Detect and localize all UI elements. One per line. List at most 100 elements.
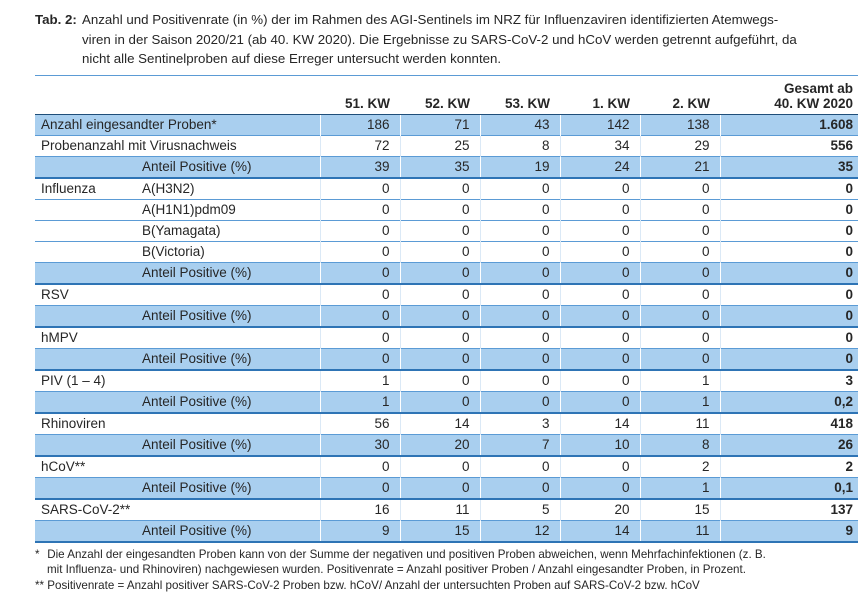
total-value-cell: 0 bbox=[719, 305, 858, 327]
col-header-kw51: 51. KW bbox=[320, 75, 400, 115]
value-cell: 0 bbox=[639, 348, 720, 370]
value-cell: 0 bbox=[319, 177, 400, 199]
row-label-cell bbox=[35, 156, 140, 178]
table-row: B(Yamagata) 0 0 0 0 0 0 bbox=[35, 220, 858, 241]
table-row: Anteil Positive (%) 1 0 0 0 1 0,2 bbox=[35, 391, 858, 413]
total-value-cell: 0 bbox=[719, 177, 858, 199]
row-label-cell bbox=[35, 434, 140, 456]
footnote-text: Positivenrate = Anzahl positiver SARS-Co… bbox=[47, 578, 700, 592]
value-cell: 0 bbox=[559, 283, 640, 305]
value-cell: 0 bbox=[559, 477, 640, 499]
value-cell: 0 bbox=[319, 283, 400, 305]
row-label-cell: hMPV bbox=[41, 329, 78, 345]
row-sublabel-cell: B(Victoria) bbox=[142, 243, 205, 259]
row-sublabel-cell: Anteil Positive (%) bbox=[142, 264, 252, 280]
row-label-cell: hCoV** bbox=[41, 458, 86, 474]
row-label-cell bbox=[35, 199, 140, 220]
value-cell: 72 bbox=[319, 135, 400, 156]
col-header-gesamt-line1: Gesamt ab bbox=[783, 80, 853, 96]
value-cell: 0 bbox=[399, 199, 480, 220]
value-cell: 14 bbox=[559, 412, 640, 434]
sentinel-virus-table: 51. KW 52. KW 53. KW 1. KW 2. KW Gesamt … bbox=[35, 74, 858, 543]
row-label-cell bbox=[35, 520, 140, 542]
value-cell: 0 bbox=[479, 326, 560, 348]
table-row: B(Victoria) 0 0 0 0 0 0 bbox=[35, 241, 858, 262]
total-value-cell: 35 bbox=[719, 156, 858, 178]
value-cell: 0 bbox=[479, 177, 560, 199]
row-label-cell: Rhinoviren bbox=[41, 415, 106, 431]
total-value-cell: 556 bbox=[719, 135, 858, 156]
value-cell: 8 bbox=[479, 135, 560, 156]
value-cell: 19 bbox=[479, 156, 560, 178]
value-cell: 0 bbox=[479, 220, 560, 241]
value-cell: 0 bbox=[559, 305, 640, 327]
value-cell: 0 bbox=[319, 348, 400, 370]
value-cell: 0 bbox=[639, 305, 720, 327]
row-sublabel-cell: B(Yamagata) bbox=[142, 222, 221, 238]
value-cell: 14 bbox=[559, 520, 640, 542]
total-value-cell: 0 bbox=[719, 348, 858, 370]
row-label-cell bbox=[35, 305, 140, 327]
value-cell: 0 bbox=[479, 455, 560, 477]
value-cell: 0 bbox=[319, 241, 400, 262]
row-label-cell: Probenanzahl mit Virusnachweis bbox=[41, 137, 237, 153]
total-value-cell: 0,2 bbox=[719, 391, 858, 413]
total-value-cell: 3 bbox=[719, 369, 858, 391]
value-cell: 0 bbox=[479, 391, 560, 413]
value-cell: 0 bbox=[559, 348, 640, 370]
value-cell: 1 bbox=[319, 391, 400, 413]
value-cell: 0 bbox=[639, 241, 720, 262]
value-cell: 0 bbox=[639, 283, 720, 305]
table-row: Rhinoviren 56 14 3 14 11 418 bbox=[35, 412, 858, 434]
value-cell: 0 bbox=[559, 455, 640, 477]
value-cell: 11 bbox=[639, 520, 720, 542]
table-row: Anteil Positive (%) 0 0 0 0 0 0 bbox=[35, 305, 858, 327]
value-cell: 20 bbox=[399, 434, 480, 456]
row-label-cell bbox=[35, 348, 140, 370]
caption-line: nicht alle Sentinelproben auf diese Erre… bbox=[82, 51, 502, 66]
value-cell: 186 bbox=[319, 114, 400, 135]
value-cell: 0 bbox=[479, 348, 560, 370]
value-cell: 0 bbox=[399, 283, 480, 305]
row-sublabel-cell: Anteil Positive (%) bbox=[142, 307, 252, 323]
table-row: RSV 0 0 0 0 0 0 bbox=[35, 283, 858, 305]
value-cell: 21 bbox=[639, 156, 720, 178]
col-header-kw52: 52. KW bbox=[400, 75, 480, 115]
value-cell: 1 bbox=[639, 369, 720, 391]
row-label-cell bbox=[35, 220, 140, 241]
total-value-cell: 0,1 bbox=[719, 477, 858, 499]
total-value-cell: 137 bbox=[719, 498, 858, 520]
col-header-kw1: 1. KW bbox=[560, 75, 640, 115]
value-cell: 0 bbox=[399, 326, 480, 348]
value-cell: 0 bbox=[319, 455, 400, 477]
row-sublabel-cell: Anteil Positive (%) bbox=[142, 479, 252, 495]
row-label-cell: Anzahl eingesandter Proben* bbox=[41, 116, 217, 132]
value-cell: 24 bbox=[559, 156, 640, 178]
value-cell: 16 bbox=[319, 498, 400, 520]
row-sublabel-cell: A(H1N1)pdm09 bbox=[142, 201, 236, 217]
footnotes: * Die Anzahl der eingesandten Proben kan… bbox=[35, 547, 858, 594]
value-cell: 0 bbox=[479, 283, 560, 305]
value-cell: 1 bbox=[639, 477, 720, 499]
caption-line: viren in der Saison 2020/21 (ab 40. KW 2… bbox=[82, 31, 797, 47]
header-row: 51. KW 52. KW 53. KW 1. KW 2. KW Gesamt … bbox=[35, 75, 858, 115]
value-cell: 8 bbox=[639, 434, 720, 456]
value-cell: 7 bbox=[479, 434, 560, 456]
table-row: PIV (1 – 4) 1 0 0 0 1 3 bbox=[35, 369, 858, 391]
value-cell: 0 bbox=[639, 262, 720, 284]
col-header-gesamt: Gesamt ab 40. KW 2020 bbox=[720, 75, 858, 115]
value-cell: 2 bbox=[639, 455, 720, 477]
value-cell: 0 bbox=[479, 305, 560, 327]
footnote-marker: * bbox=[35, 547, 40, 561]
value-cell: 0 bbox=[479, 199, 560, 220]
table-row: A(H1N1)pdm09 0 0 0 0 0 0 bbox=[35, 199, 858, 220]
value-cell: 15 bbox=[639, 498, 720, 520]
value-cell: 0 bbox=[639, 177, 720, 199]
col-header-gesamt-line2: 40. KW 2020 bbox=[774, 95, 853, 111]
value-cell: 0 bbox=[559, 326, 640, 348]
value-cell: 25 bbox=[399, 135, 480, 156]
total-value-cell: 2 bbox=[719, 455, 858, 477]
total-value-cell: 0 bbox=[719, 262, 858, 284]
value-cell: 0 bbox=[319, 326, 400, 348]
value-cell: 29 bbox=[639, 135, 720, 156]
